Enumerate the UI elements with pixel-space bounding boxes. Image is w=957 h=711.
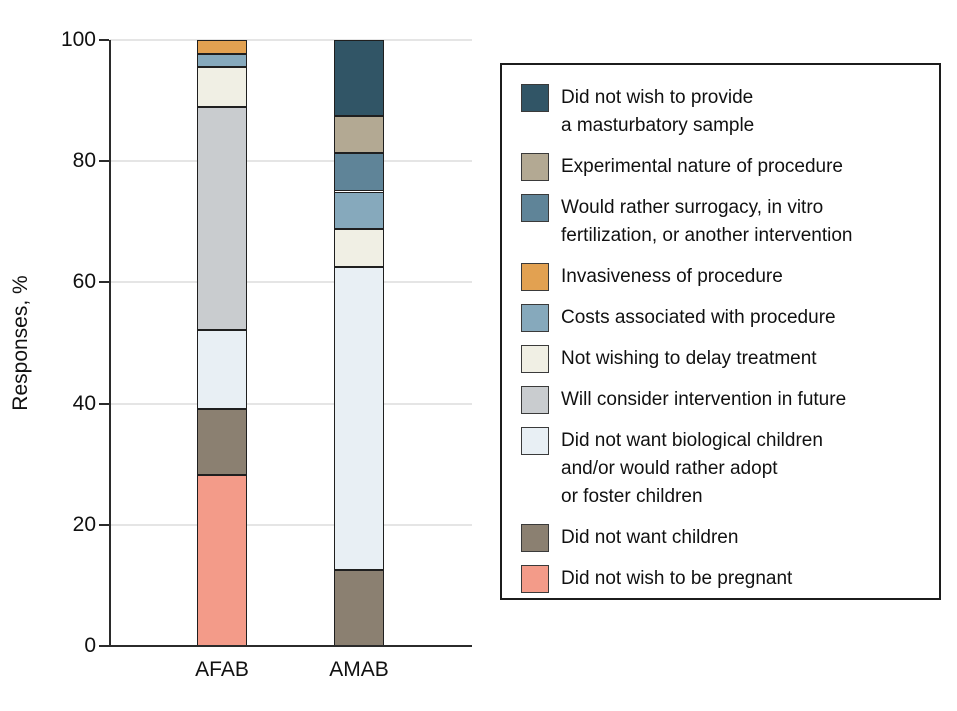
- legend-entry: Experimental nature of procedure: [521, 153, 929, 181]
- bar-segment: [197, 475, 247, 646]
- gridline: [110, 160, 472, 163]
- legend-swatch: [521, 386, 549, 414]
- bar-outline: [197, 40, 247, 646]
- legend-label: Costs associated with procedure: [561, 307, 836, 328]
- bar-outline: [334, 40, 384, 646]
- legend-entry: Did not want biological children and/or …: [521, 427, 929, 511]
- y-axis-tick: [99, 160, 109, 163]
- bar-segment: [334, 153, 384, 192]
- legend-entry: Will consider intervention in future: [521, 386, 929, 414]
- legend-swatch: [521, 524, 549, 552]
- legend-entry: Not wishing to delay treatment: [521, 345, 929, 373]
- legend-label: Did not wish to provide a masturbatory s…: [561, 87, 755, 136]
- legend-swatch: [521, 194, 549, 222]
- y-axis-tick: [99, 402, 109, 405]
- legend-label: Invasiveness of procedure: [561, 266, 783, 287]
- legend-swatch: [521, 263, 549, 291]
- legend-entry: Costs associated with procedure: [521, 304, 929, 332]
- y-axis-tick: [99, 645, 109, 647]
- bar-segment: [334, 40, 384, 116]
- legend-label: Will consider intervention in future: [561, 389, 847, 410]
- gridline: [110, 402, 472, 405]
- y-tick-label: 60: [72, 270, 96, 294]
- legend-swatch: [521, 427, 549, 455]
- y-axis-tick: [99, 523, 109, 526]
- legend-label: Would rather surrogacy, in vitro fertili…: [561, 197, 853, 246]
- bar-segment: [334, 115, 384, 154]
- legend-entry: Did not want children: [521, 524, 929, 552]
- legend-swatch: [521, 84, 549, 112]
- y-tick-label: 40: [72, 391, 96, 415]
- x-tick-label: AMAB: [329, 658, 389, 681]
- legend-swatch: [521, 345, 549, 373]
- legend-entry: Did not wish to be pregnant: [521, 565, 929, 593]
- bar-segment: [334, 229, 384, 268]
- y-tick-label: 100: [60, 28, 96, 51]
- legend-entry: Did not wish to provide a masturbatory s…: [521, 84, 929, 140]
- gridline: [110, 39, 472, 41]
- legend-swatch: [521, 153, 549, 181]
- legend: Did not wish to provide a masturbatory s…: [500, 63, 941, 600]
- stacked-bar-amab: [334, 40, 384, 646]
- legend-swatch: [521, 565, 549, 593]
- y-axis-line: [109, 40, 111, 647]
- gridline: [110, 523, 472, 526]
- legend-label: Did not want biological children and/or …: [561, 430, 823, 507]
- legend-label: Did not wish to be pregnant: [561, 568, 793, 589]
- legend-label: Not wishing to delay treatment: [561, 348, 817, 369]
- legend-entry: Would rather surrogacy, in vitro fertili…: [521, 194, 929, 250]
- x-tick-label: AFAB: [195, 658, 249, 681]
- legend-entry: Invasiveness of procedure: [521, 263, 929, 291]
- legend-label: Did not want children: [561, 527, 739, 548]
- legend-swatch: [521, 304, 549, 332]
- y-tick-label: 0: [84, 634, 96, 657]
- y-axis-tick: [99, 281, 109, 284]
- legend-label: Experimental nature of procedure: [561, 156, 843, 177]
- x-axis-line: [109, 645, 472, 647]
- y-tick-label: 80: [72, 149, 96, 173]
- gridline: [110, 281, 472, 284]
- y-axis-title: Responses, %: [9, 275, 32, 411]
- y-tick-label: 20: [72, 512, 96, 536]
- y-axis-tick: [99, 39, 109, 41]
- stacked-bar-afab: [197, 40, 247, 646]
